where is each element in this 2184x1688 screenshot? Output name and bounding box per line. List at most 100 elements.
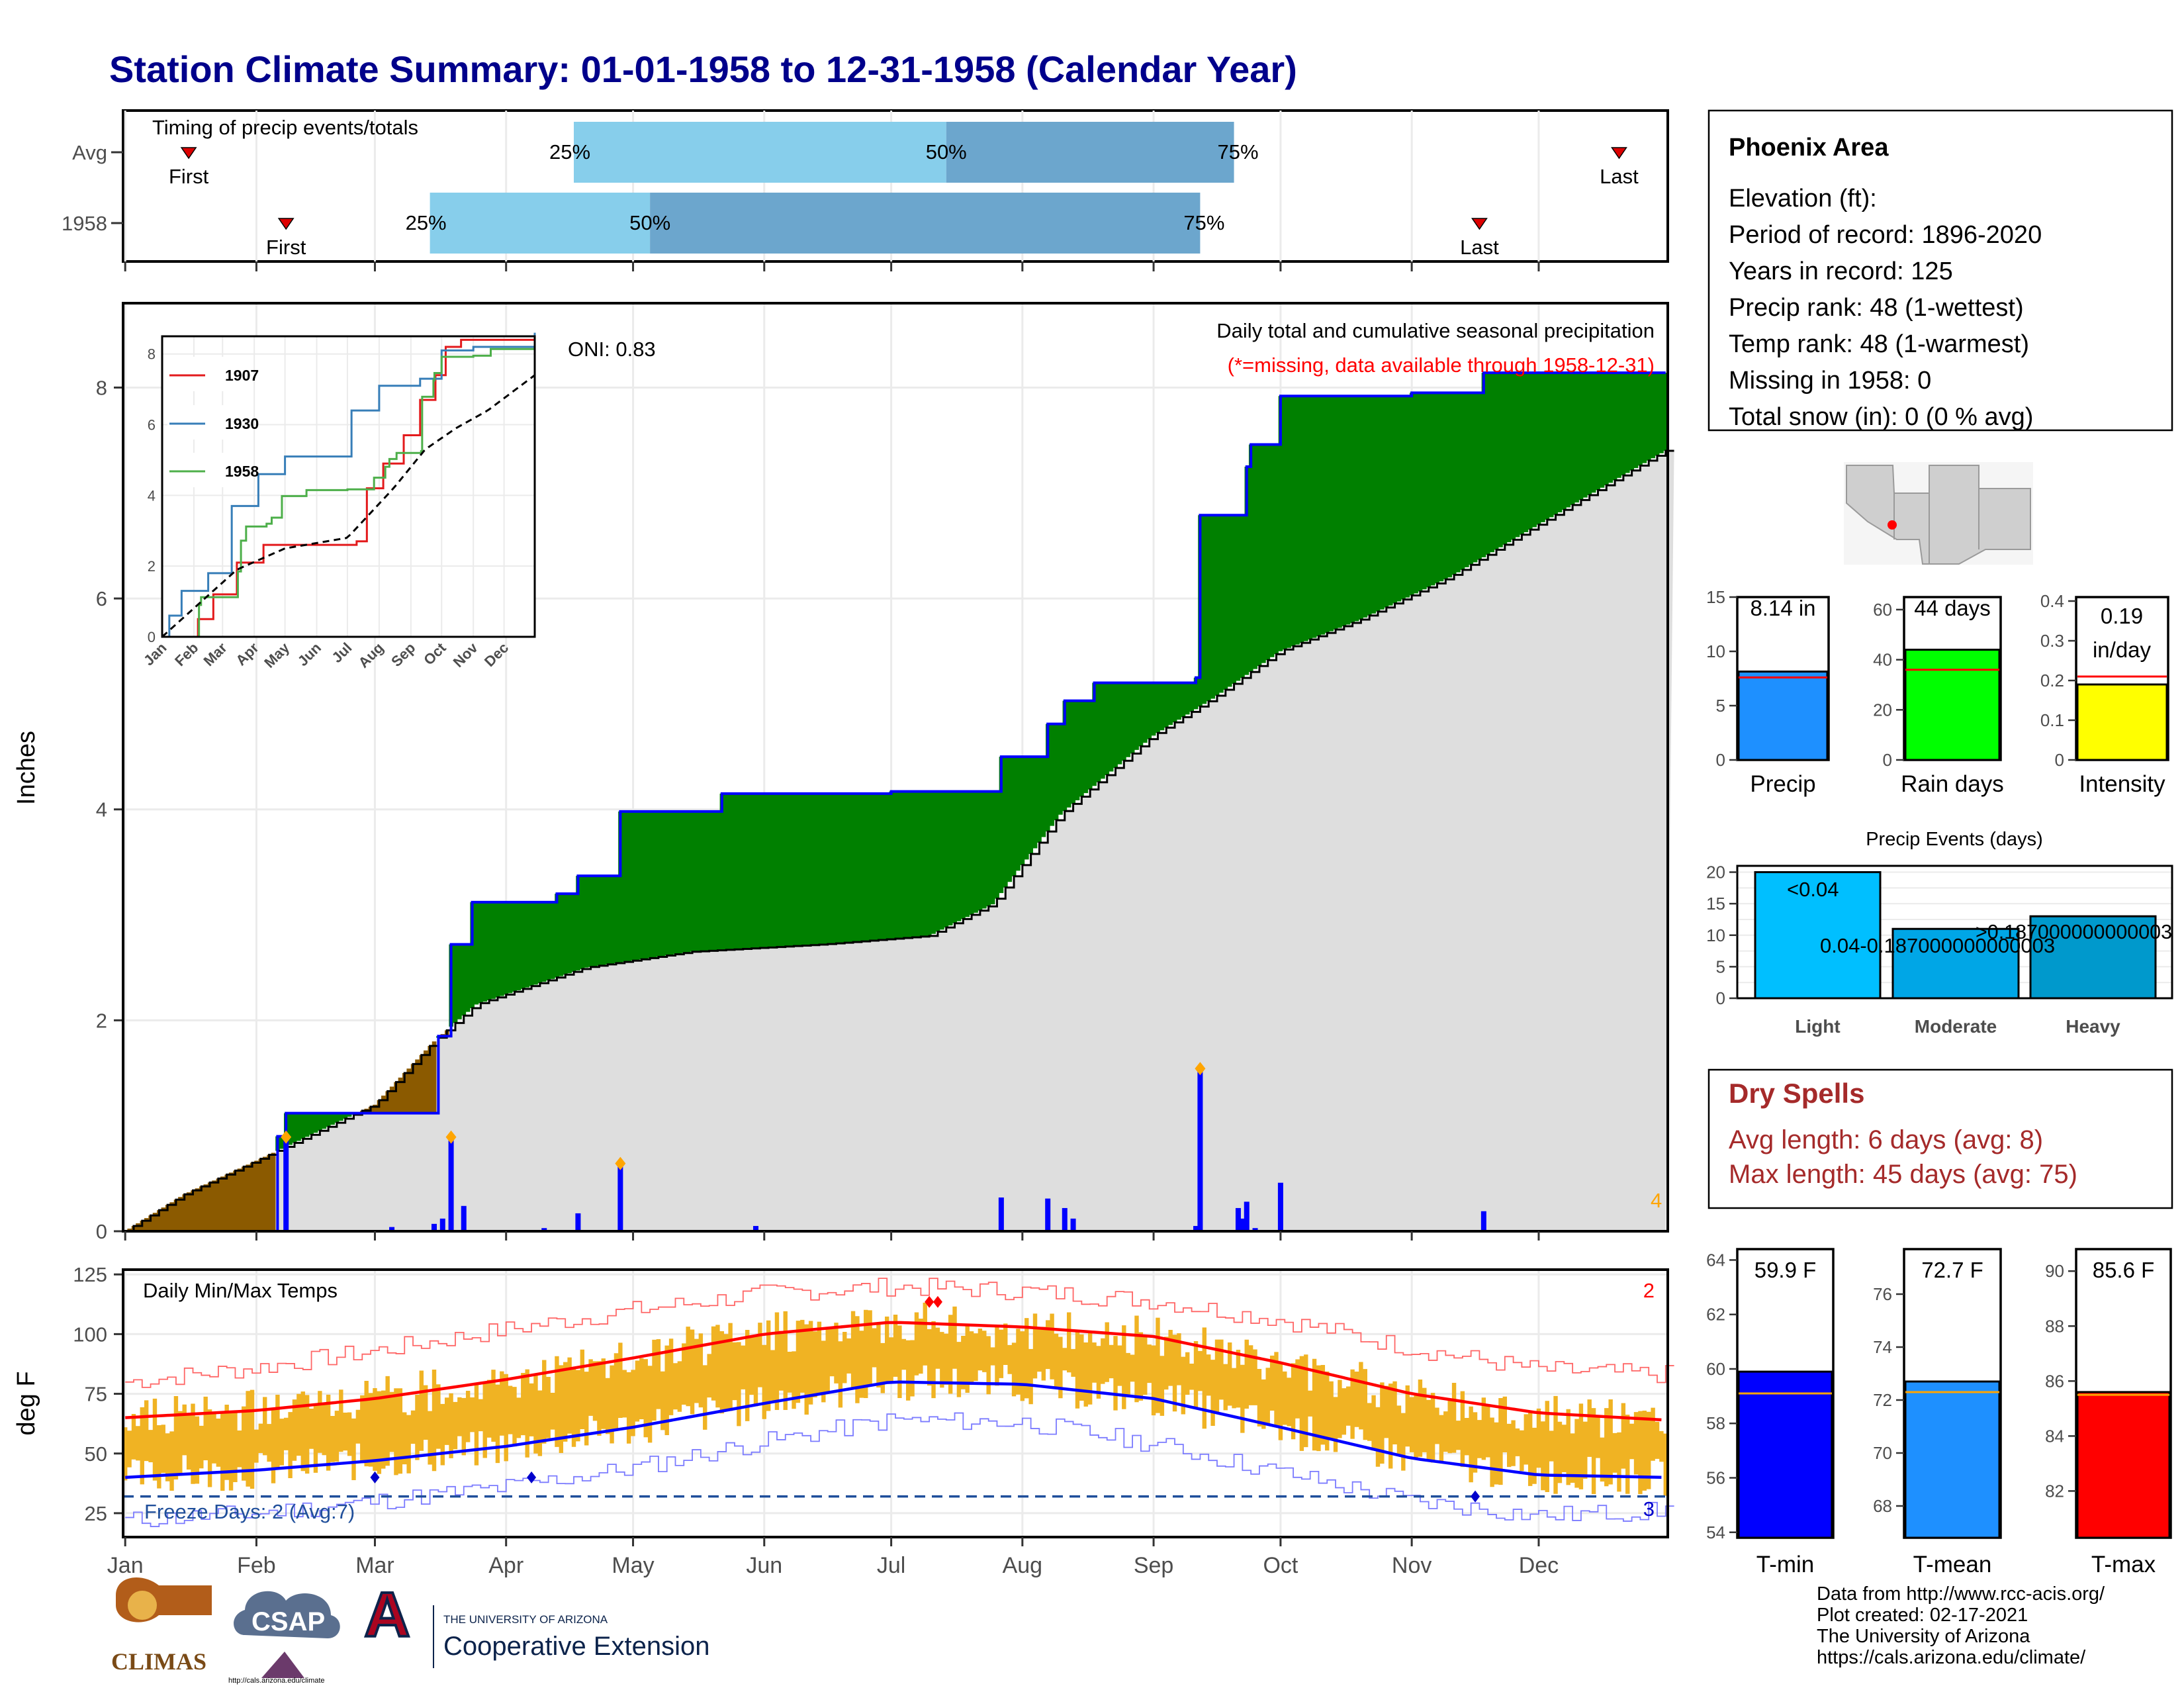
month-label: Jul bbox=[877, 1553, 905, 1578]
cumulative-surplus-area bbox=[122, 373, 1668, 1231]
daily-precip-bar bbox=[617, 1164, 623, 1231]
timing-row-label: Avg bbox=[72, 141, 107, 164]
temp-summary-y-tick-label: 72 bbox=[1873, 1390, 1892, 1410]
event-category: Heavy bbox=[2066, 1016, 2120, 1037]
first-label: First bbox=[266, 236, 306, 259]
temp-summary-value: 59.9 F bbox=[1754, 1258, 1817, 1282]
month-label: Oct bbox=[1263, 1553, 1298, 1578]
precip-y-tick-label: 8 bbox=[96, 376, 107, 399]
credit-line: Data from http://www.rcc-acis.org/ bbox=[1817, 1583, 2105, 1605]
station-info-line: Temp rank: 48 (1-warmest) bbox=[1729, 330, 2029, 358]
events-y-tick-label: 5 bbox=[1716, 957, 1725, 976]
pct-label-75: 75% bbox=[1183, 211, 1224, 234]
timing-bar-50-75 bbox=[946, 122, 1234, 183]
daily-precip-bar bbox=[998, 1197, 1004, 1231]
summary-bar bbox=[1737, 671, 1829, 761]
summary-y-tick-label: 0 bbox=[1883, 750, 1892, 770]
month-label: Aug bbox=[1003, 1553, 1043, 1578]
csap-logo-text: CSAP bbox=[251, 1607, 325, 1636]
dry-title: Dry Spells bbox=[1729, 1078, 1864, 1109]
freeze-days-label: Freeze Days: 2 (Avg:7) bbox=[144, 1500, 355, 1523]
daily-precip-bar bbox=[448, 1138, 454, 1231]
temp-summary-category: T-max bbox=[2091, 1552, 2156, 1577]
temp-summary-bar bbox=[1904, 1380, 2001, 1539]
heavy-precip-marker bbox=[281, 1130, 292, 1144]
daily-precip-bar bbox=[389, 1227, 395, 1231]
events-y-tick-label: 20 bbox=[1706, 863, 1725, 882]
station-name: Phoenix Area bbox=[1729, 134, 1889, 162]
summary-y-tick-label: 0.3 bbox=[2040, 631, 2064, 651]
temp-summary-category: T-min bbox=[1756, 1552, 1815, 1577]
temp-y-axis-label: deg F bbox=[13, 1371, 40, 1435]
station-info-line: Period of record: 1896-2020 bbox=[1729, 221, 2042, 249]
summary-y-tick-label: 20 bbox=[1873, 700, 1892, 720]
event-label-moderate: 0.04-0.187000000000003 bbox=[1820, 934, 2055, 957]
timing-bar-25-50 bbox=[574, 122, 946, 183]
inset-series-line bbox=[162, 348, 535, 638]
daily-precip-bar bbox=[439, 1218, 445, 1231]
temp-panel: 25 50 75 100 125 Jan Feb Mar Apr May Jun Jul Aug Sep O… bbox=[13, 1263, 1674, 1578]
precip-y-axis-label: Inches bbox=[13, 731, 40, 805]
temp-summary-bars: 54 56 58 60 62 64 59.9 F T-min 68 70 72 74 76 72.7 F T… bbox=[1706, 1248, 2172, 1577]
daily-precip-bar bbox=[461, 1205, 467, 1231]
month-label: Apr bbox=[488, 1553, 523, 1578]
timing-bar-25-50 bbox=[430, 193, 651, 254]
record-low-marker bbox=[527, 1471, 537, 1483]
daily-precip-bar bbox=[283, 1138, 289, 1231]
pct-label-25: 25% bbox=[549, 140, 590, 164]
temp-summary-y-tick-label: 62 bbox=[1706, 1305, 1725, 1325]
temp-summary-y-tick-label: 90 bbox=[2045, 1261, 2064, 1281]
month-label: Jun bbox=[746, 1553, 782, 1578]
summary-y-tick-label: 15 bbox=[1706, 587, 1725, 607]
credits-block: Data from http://www.rcc-acis.org/Plot c… bbox=[1817, 1583, 2105, 1668]
summary-bar bbox=[2076, 683, 2168, 761]
summary-bar bbox=[1904, 648, 2001, 761]
summary-y-tick-label: 5 bbox=[1716, 696, 1725, 716]
temp-summary-category: T-mean bbox=[1913, 1552, 1992, 1577]
dry-frame bbox=[1707, 1068, 2173, 1209]
intensity-value: 0.19 bbox=[2101, 604, 2143, 628]
station-info-line: Total snow (in): 0 (0 % avg) bbox=[1729, 403, 2033, 431]
precip-panel: 0 2 4 6 8 Daily total and cumulative seasonal… bbox=[13, 302, 1674, 1243]
temp-summary-y-tick-label: 64 bbox=[1706, 1250, 1725, 1270]
precip-frame bbox=[122, 302, 1669, 1233]
summary-y-tick-label: 0 bbox=[1716, 750, 1725, 770]
precip-legend-title: Daily total and cumulative seasonal prec… bbox=[1216, 319, 1655, 342]
record-low-count: 3 bbox=[1643, 1497, 1655, 1521]
station-info-line: Years in record: 125 bbox=[1729, 258, 1953, 285]
page-title: Station Climate Summary: 01-01-1958 to 1… bbox=[109, 48, 1297, 90]
station-info-line: Missing in 1958: 0 bbox=[1729, 367, 1931, 395]
temp-frame bbox=[122, 1268, 1669, 1538]
record-high-marker bbox=[925, 1295, 934, 1308]
precip-summary-bars: 0 5 10 15 Precip 0 20 40 60 Rain days 0 0.1 0.2 0.3 0.… bbox=[1706, 587, 2169, 797]
temp-summary-y-tick-label: 60 bbox=[1706, 1359, 1725, 1379]
heavy-precip-marker bbox=[445, 1130, 457, 1144]
month-label: May bbox=[612, 1553, 654, 1578]
temp-summary-value: 85.6 F bbox=[2093, 1258, 2155, 1282]
daily-precip-bar bbox=[1197, 1070, 1203, 1231]
heavy-precip-marker bbox=[615, 1156, 626, 1170]
temp-summary-value: 72.7 F bbox=[1921, 1258, 1983, 1282]
temp-summary-y-tick-label: 68 bbox=[1873, 1496, 1892, 1516]
heavy-count-label: 4 bbox=[1651, 1189, 1662, 1212]
csap-url: http://cals.arizona.edu/climate bbox=[228, 1677, 325, 1685]
inset-legend-label: 1958 bbox=[225, 463, 259, 480]
temp-summary-bar bbox=[1737, 1370, 1833, 1539]
event-category: Light bbox=[1795, 1016, 1840, 1037]
month-label: Mar bbox=[355, 1553, 394, 1578]
precip-y-tick-label: 6 bbox=[96, 587, 107, 610]
temp-y-tick-label: 50 bbox=[85, 1442, 107, 1466]
month-label: Jan bbox=[107, 1553, 144, 1578]
inset-y-tick-label: 6 bbox=[148, 417, 156, 434]
station-location-dot bbox=[1888, 520, 1897, 530]
daily-precip-bar bbox=[431, 1223, 437, 1231]
credit-line: https://cals.arizona.edu/climate/ bbox=[1817, 1647, 2086, 1668]
temp-y-tick-label: 125 bbox=[73, 1263, 107, 1286]
inset-legend-label: 1930 bbox=[225, 415, 259, 432]
timing-bar-50-75 bbox=[650, 193, 1201, 254]
summary-bar-category: Precip bbox=[1750, 771, 1815, 797]
inset-legend-label: 1907 bbox=[225, 367, 259, 384]
event-bar bbox=[1891, 927, 2020, 1000]
ua-a-icon: A bbox=[364, 1579, 410, 1650]
